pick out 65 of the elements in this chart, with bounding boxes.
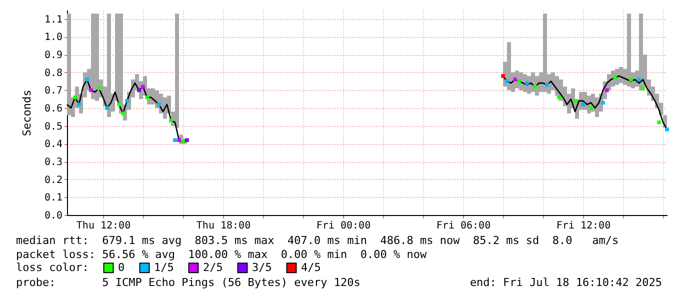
y-axis-title: Seconds [20,90,34,136]
point [613,76,617,80]
y-tick-label: 0.3 [44,157,62,168]
point [173,138,177,142]
legend-label: 3/5 [252,260,272,274]
y-tick-label: 1.1 [44,14,62,26]
point [89,88,93,92]
point [533,84,537,89]
legend-label: 2/5 [203,260,223,274]
point [581,102,585,106]
point [517,79,521,84]
point [513,78,517,82]
y-tick-label: 0.7 [44,86,62,97]
x-tick-label: Thu 18:00 [196,220,251,232]
x-tick-label: Thu 12:00 [76,220,131,232]
point [629,78,633,82]
point [137,88,141,92]
point [97,86,101,90]
legend-label: 0 [118,260,125,274]
point [573,99,577,103]
point [85,78,89,82]
x-tick-label: Fri 06:00 [436,220,491,232]
point [145,95,149,100]
point [157,102,161,106]
y-tick-label: 0.1 [44,192,62,204]
y-tick-label: 0.4 [44,139,62,150]
point [125,99,129,103]
point [105,106,109,110]
text: end: Fri Jul 18 16:10:42 2025 [470,276,662,289]
point [505,79,509,84]
point [665,128,669,132]
y-tick-label: 0.6 [44,104,62,115]
y-tick-label: 0.8 [44,68,62,79]
point [185,138,189,142]
point [589,106,593,110]
point [117,102,121,106]
y-tick-label: 0.9 [44,50,62,62]
text: probe: 5 ICMP Echo Pings (56 Bytes) every 120s [16,276,360,289]
x-tick-label: Fri 12:00 [556,220,611,232]
legend-label: 1/5 [154,260,174,274]
point [525,81,529,85]
text: packet loss: 56.56 % avg 100.00 % max 0.00 % min 0.00 % now [16,248,427,261]
y-tick-label: 0.5 [44,121,62,132]
y-tick-label: 0.0 [44,210,62,222]
point [637,78,641,82]
y-tick-label: 0.2 [44,174,62,186]
point [73,95,77,100]
point [141,84,145,89]
point [601,100,605,105]
point [169,118,173,122]
legend-title: loss color: [16,261,89,274]
point [121,112,125,116]
point [657,120,661,124]
point [181,140,185,144]
legend-label: 4/5 [301,260,321,274]
point [557,95,561,100]
point [605,88,609,92]
y-tick-label: 1.0 [44,32,62,44]
point [177,138,181,142]
x-tick-label: Fri 00:00 [316,220,371,232]
point [77,102,81,106]
text: median rtt: 679.1 ms avg 803.5 ms max 407.0 ms min 486.8 ms now 85.2 ms sd 8.0 am/s [16,234,619,247]
point [641,86,645,90]
point [545,83,549,87]
point [501,74,505,78]
